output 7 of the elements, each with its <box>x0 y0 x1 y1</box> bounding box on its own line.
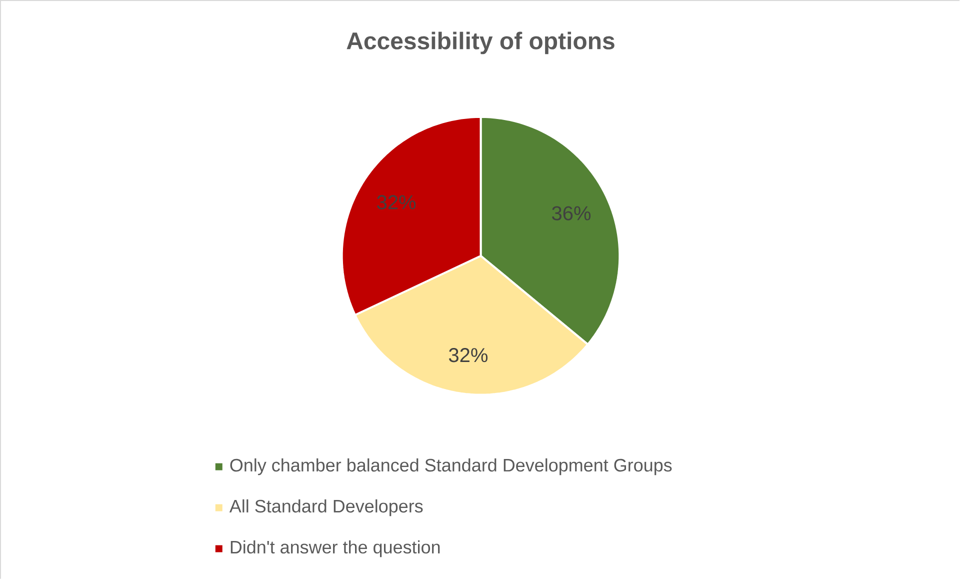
data-label: 32% <box>377 195 416 210</box>
data-label: 36% <box>552 206 591 220</box>
legend-label: All Standard Developers <box>229 499 423 516</box>
data-label: 32% <box>448 348 488 362</box>
legend-label: Didn't answer the question <box>230 540 440 558</box>
legend-label: Only chamber balanced Standard Development Groups <box>230 458 672 476</box>
chart-title: Accessibility of options <box>346 32 614 54</box>
